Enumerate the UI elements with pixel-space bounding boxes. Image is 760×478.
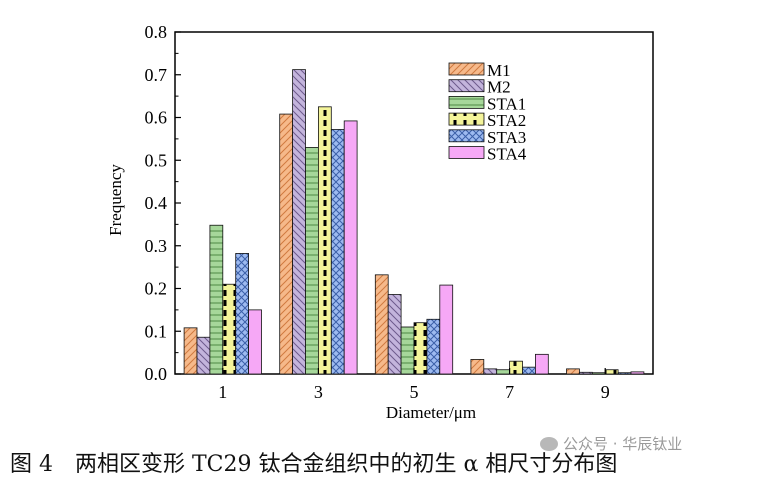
legend-swatch-m2 bbox=[448, 79, 485, 93]
y-tick-label: 0.8 bbox=[145, 22, 168, 42]
axes-layer: 0.0 0.1 0.2 0.3 0.4 0.5 0.6 0.7 0.8 1 3 5 7 9 bbox=[145, 22, 610, 402]
bar-sta4-7 bbox=[535, 353, 549, 375]
y-tick-label: 0.4 bbox=[145, 193, 168, 213]
y-tick-label: 0.6 bbox=[145, 108, 168, 128]
y-tick-label: 0.5 bbox=[145, 150, 168, 170]
bar-sta2-1 bbox=[222, 283, 237, 375]
bar-m2-7 bbox=[483, 368, 498, 375]
bar-sta1-5 bbox=[400, 326, 415, 375]
bar-m2-5 bbox=[387, 294, 402, 375]
legend-label-sta4: STA4 bbox=[487, 145, 527, 164]
x-tick-label: 9 bbox=[601, 382, 610, 402]
legend-label-sta3: STA3 bbox=[487, 128, 526, 147]
bar-sta4-3 bbox=[343, 120, 358, 375]
bar-sta3-9 bbox=[617, 372, 632, 375]
legend-swatch-sta4 bbox=[448, 146, 485, 159]
y-tick-label: 0.0 bbox=[145, 364, 168, 384]
bar-sta2-5 bbox=[413, 322, 428, 375]
x-tick-label: 3 bbox=[314, 382, 323, 402]
wechat-logo-icon bbox=[540, 437, 558, 451]
bar-sta1-9 bbox=[591, 372, 606, 375]
legend-label-m1: M1 bbox=[487, 61, 511, 80]
bar-sta1-3 bbox=[305, 147, 319, 375]
bar-m1-9 bbox=[566, 368, 580, 375]
bar-sta4-1 bbox=[248, 309, 262, 375]
legend-swatch-sta1 bbox=[448, 96, 485, 109]
bar-m2-1 bbox=[196, 336, 211, 375]
bar-sta3-7 bbox=[522, 366, 536, 375]
bar-m1-5 bbox=[374, 274, 389, 375]
bar-m1-1 bbox=[183, 327, 198, 375]
legend-label-sta2: STA2 bbox=[487, 111, 526, 130]
bar-m2-3 bbox=[292, 69, 306, 375]
bar-sta3-5 bbox=[426, 318, 441, 375]
legend-swatch-sta3 bbox=[448, 129, 485, 143]
bar-sta1-7 bbox=[496, 369, 511, 375]
x-tick-label: 7 bbox=[505, 382, 514, 402]
y-tick-label: 0.1 bbox=[145, 321, 168, 341]
bar-sta3-1 bbox=[235, 253, 249, 375]
watermark: 公众号 · 华辰钛业 bbox=[540, 433, 682, 454]
y-tick-label: 0.7 bbox=[145, 65, 168, 85]
watermark-text: 公众号 · 华辰钛业 bbox=[563, 435, 683, 453]
bars-layer bbox=[183, 69, 645, 375]
x-axis-label: Diameter/μm bbox=[386, 403, 476, 422]
bar-sta2-7 bbox=[509, 360, 523, 375]
bar-sta4-9 bbox=[630, 371, 645, 375]
bar-sta4-5 bbox=[439, 284, 454, 375]
x-tick-label: 5 bbox=[410, 382, 419, 402]
y-axis-label: Frequency bbox=[106, 164, 125, 236]
legend-label-m2: M2 bbox=[487, 78, 511, 97]
legend-swatch-m1 bbox=[448, 62, 485, 76]
bar-sta2-9 bbox=[604, 369, 619, 375]
x-tick-label: 1 bbox=[218, 382, 227, 402]
y-tick-label: 0.2 bbox=[145, 279, 168, 299]
bar-sta3-3 bbox=[330, 129, 345, 375]
figure-caption: 图 4 两相区变形 TC29 钛合金组织中的初生 α 相尺寸分布图 bbox=[10, 452, 618, 477]
bar-m1-7 bbox=[470, 359, 485, 375]
y-tick-label: 0.3 bbox=[145, 236, 168, 256]
bar-sta1-1 bbox=[209, 224, 224, 375]
bar-m1-3 bbox=[279, 113, 294, 375]
legend-swatch-sta2 bbox=[448, 112, 485, 126]
legend-label-sta1: STA1 bbox=[487, 94, 526, 113]
bar-m2-9 bbox=[579, 371, 593, 375]
bar-sta2-3 bbox=[317, 106, 332, 375]
